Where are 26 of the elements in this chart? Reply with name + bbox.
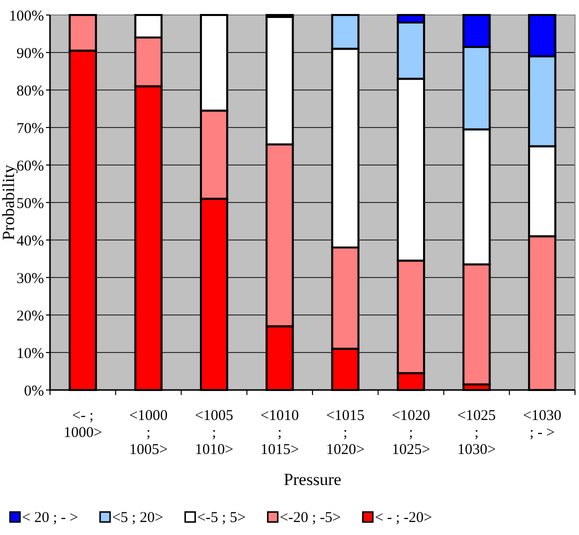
- y-tick-label: 50%: [16, 196, 44, 212]
- x-tick-label: <1005 ; 1010>: [194, 408, 234, 458]
- x-tick-label: <1025 ; 1030>: [457, 408, 496, 458]
- legend-label: < - ; -20>: [374, 510, 432, 526]
- y-tick-label: 80%: [16, 83, 44, 100]
- y-tick-label: 20%: [16, 308, 44, 324]
- y-tick-label: 10%: [16, 346, 44, 362]
- legend-label: <-5 ; 5>: [197, 510, 246, 526]
- legend-label: < 20 ; - >: [22, 510, 78, 526]
- x-tick-label: <1020 ; 1025>: [392, 408, 430, 458]
- x-tick-label: <1000 ; 1005>: [129, 408, 168, 458]
- y-axis-title: Probability: [0, 164, 18, 240]
- x-tick-label: <- ; 1000>: [64, 408, 102, 441]
- y-tick-label: 0%: [24, 383, 44, 400]
- x-tick-label: <1030 ; - >: [522, 408, 562, 441]
- y-tick-label: 40%: [16, 233, 44, 250]
- y-tick-label: 30%: [16, 270, 44, 287]
- y-tick-label: 70%: [16, 120, 44, 137]
- y-tick-label: 60%: [16, 158, 44, 174]
- y-tick-label: 100%: [9, 8, 44, 24]
- y-tick-label: 90%: [16, 46, 44, 62]
- x-axis-title: Pressure: [284, 470, 342, 489]
- x-tick-label: <1010 ; 1015>: [260, 408, 299, 458]
- x-tick-label: <1015 ; 1020>: [326, 408, 365, 458]
- legend-label: <5 ; 20>: [112, 510, 164, 526]
- legend-label: <-20 ; -5>: [280, 510, 341, 526]
